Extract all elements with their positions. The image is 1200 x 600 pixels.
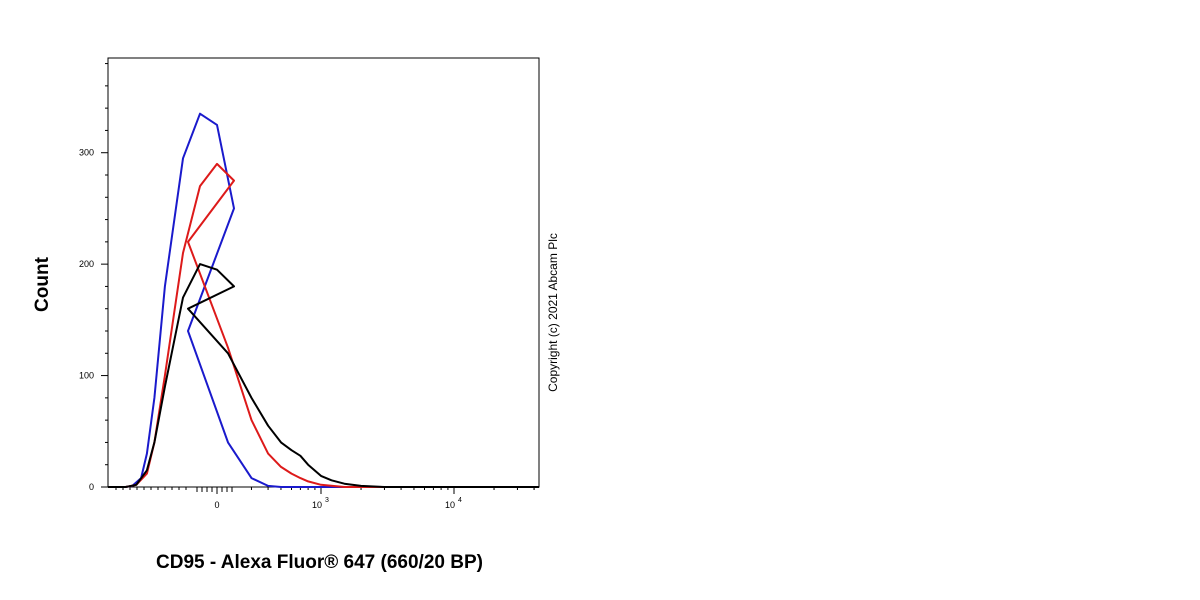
svg-text:3: 3 bbox=[325, 497, 329, 504]
svg-text:4: 4 bbox=[458, 497, 462, 504]
y-tick-label: 300 bbox=[79, 148, 94, 158]
y-tick-label: 0 bbox=[89, 482, 94, 492]
y-tick-label: 200 bbox=[79, 259, 94, 269]
histogram-series-0 bbox=[108, 112, 539, 488]
chart-svg: 01002003004000103104CountCD95 - Alexa Fl… bbox=[600, 0, 1200, 600]
y-axis-label: Count bbox=[32, 256, 53, 312]
x-tick-label: 10 3 bbox=[312, 497, 329, 510]
x-tick-label: 0 bbox=[214, 500, 219, 510]
histogram-panel-left: 0 100 200 300 0 10 3 10 4 Count CD95 - Alexa Fluor… bbox=[32, 57, 560, 573]
copyright-notice: Copyright (c) 2021 Abcam Plc bbox=[546, 233, 560, 392]
svg-text:10: 10 bbox=[445, 500, 455, 510]
y-tick-label: 100 bbox=[79, 371, 94, 381]
plot-frame bbox=[107, 57, 540, 488]
histogram-series-1 bbox=[108, 162, 539, 488]
x-tick-label: 10 4 bbox=[445, 497, 462, 510]
histogram-series-2 bbox=[108, 263, 539, 488]
x-axis-label: CD95 - Alexa Fluor® 647 (660/20 BP) bbox=[156, 552, 483, 573]
svg-text:10: 10 bbox=[312, 500, 322, 510]
histogram-panel-right: 01002003004000103104CountCD95 - Alexa Fl… bbox=[600, 0, 1200, 600]
